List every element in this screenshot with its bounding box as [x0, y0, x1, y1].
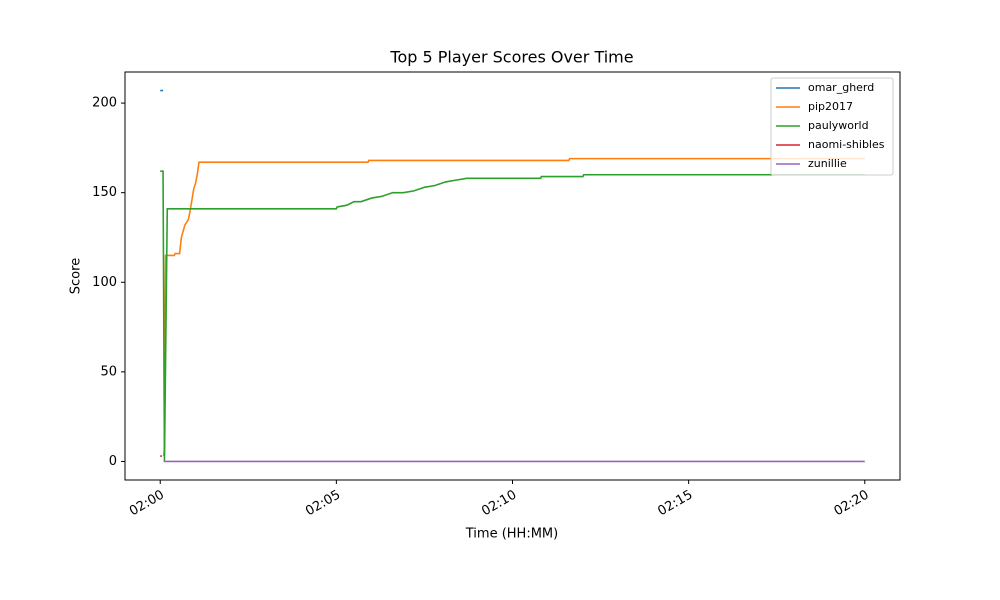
- series-line: [160, 170, 865, 462]
- y-tick-label: 150: [92, 185, 117, 200]
- y-tick-label: 100: [92, 275, 117, 290]
- y-tick-label: 200: [92, 96, 117, 111]
- legend-label: paulyworld: [808, 119, 869, 132]
- legend-label: naomi-shibles: [808, 138, 885, 151]
- chart-title: Top 5 Player Scores Over Time: [389, 48, 633, 67]
- plot-frame: [124, 71, 901, 481]
- y-axis-label: Score: [69, 258, 84, 294]
- y-tick-label: 50: [100, 364, 117, 379]
- legend-box: [770, 77, 894, 176]
- legend-label: omar_gherd: [808, 81, 874, 94]
- legend-label: pip2017: [808, 100, 853, 113]
- series-line: [162, 157, 865, 457]
- x-axis-label: Time (HH:MM): [465, 527, 558, 542]
- legend-label: zunillie: [808, 157, 847, 170]
- y-tick-label: 0: [109, 454, 117, 469]
